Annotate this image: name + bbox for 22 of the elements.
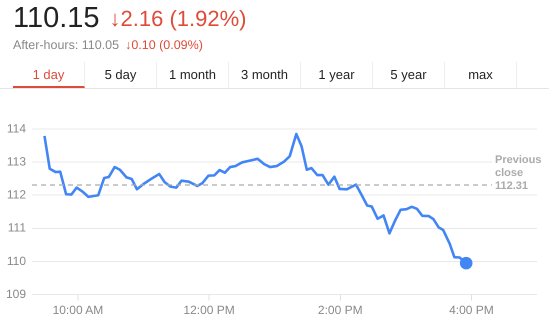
ref-line-label: Previous close 112.31 [495, 154, 542, 192]
x-tick-label: 10:00 AM [52, 303, 104, 318]
y-tick-label: 109 [6, 286, 26, 301]
text: 1 year [301, 62, 373, 88]
text: 1 day [13, 62, 85, 88]
text: ↓2.16 (1.92%) [110, 6, 247, 30]
y-tick-label: 114 [6, 121, 26, 136]
text: ↓0.10 (0.09%) [125, 38, 203, 52]
text: 3 month [229, 62, 301, 88]
x-tick-label: 4:00 PM [449, 303, 494, 318]
chart-title: 110.15 [13, 2, 100, 34]
y-tick-label: 112 [6, 188, 26, 202]
y-tick-label: 113 [6, 154, 26, 168]
x-tick-label: 2:00 PM [318, 303, 363, 318]
y-tick-label: 110 [6, 254, 26, 268]
x-tick-label: 12:00 PM [183, 303, 235, 318]
text: 5 day [85, 62, 157, 88]
y-tick-label: 111 [8, 220, 26, 235]
text: 1 month [157, 62, 229, 88]
text: 5 year [373, 62, 445, 88]
text: max [445, 62, 517, 88]
text: After-hours: 110.05 [13, 38, 120, 52]
